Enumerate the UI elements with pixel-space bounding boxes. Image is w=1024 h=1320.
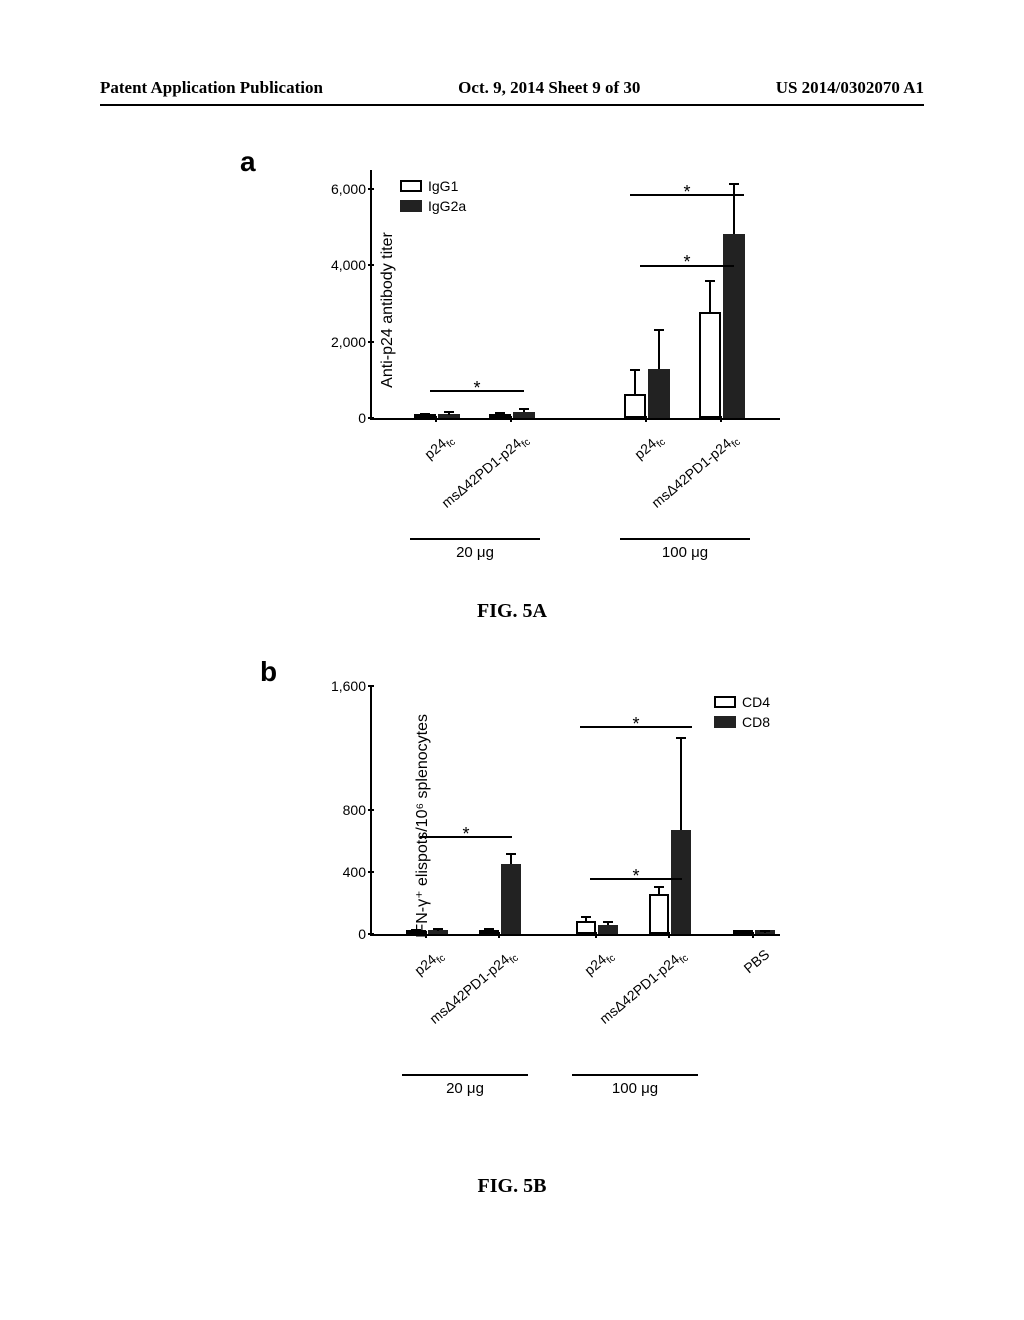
legend-swatch-open	[714, 696, 736, 708]
ytick-label: 0	[330, 410, 366, 426]
header-right: US 2014/0302070 A1	[776, 78, 924, 98]
legend-label-cd8: CD8	[742, 714, 770, 730]
ytick-label: 400	[330, 864, 366, 880]
significance-star: *	[632, 714, 639, 735]
ytick-label: 1,600	[330, 678, 366, 694]
page-header: Patent Application Publication Oct. 9, 2…	[100, 78, 924, 98]
bar	[576, 921, 596, 934]
legend-label-cd4: CD4	[742, 694, 770, 710]
chart-b-legend: CD4 CD8	[714, 694, 770, 730]
bar	[649, 894, 669, 934]
panel-b: b IFN-γ⁺ elispots/10⁶ splenocytes *** CD…	[200, 660, 820, 1150]
dose-label: 20 μg	[402, 1080, 528, 1097]
significance-star: *	[462, 824, 469, 845]
bar	[501, 864, 521, 934]
panel-a-label: a	[240, 146, 256, 178]
chart-a-legend: IgG1 IgG2a	[400, 178, 466, 214]
significance-star: *	[683, 252, 690, 273]
header-center: Oct. 9, 2014 Sheet 9 of 30	[458, 78, 640, 98]
header-left: Patent Application Publication	[100, 78, 323, 98]
bar	[648, 369, 670, 418]
ytick-label: 0	[330, 926, 366, 942]
fig-5a-caption: FIG. 5A	[0, 600, 1024, 623]
fig-5b-caption: FIG. 5B	[0, 1175, 1024, 1198]
significance-star: *	[473, 378, 480, 399]
bar	[438, 414, 460, 418]
legend-swatch-filled	[714, 716, 736, 728]
legend-swatch-filled	[400, 200, 422, 212]
dose-bracket	[572, 1074, 698, 1076]
dose-bracket	[402, 1074, 528, 1076]
dose-label: 20 μg	[410, 544, 540, 561]
ytick-label: 800	[330, 802, 366, 818]
panel-b-label: b	[260, 656, 277, 688]
significance-star: *	[683, 182, 690, 203]
header-rule	[100, 104, 924, 106]
bar	[671, 830, 691, 934]
dose-label: 100 μg	[620, 544, 750, 561]
chart-b: IFN-γ⁺ elispots/10⁶ splenocytes *** CD4 …	[320, 686, 780, 966]
ytick-label: 2,000	[330, 334, 366, 350]
significance-star: *	[632, 866, 639, 887]
legend-label-igg2a: IgG2a	[428, 198, 466, 214]
bar	[624, 394, 646, 418]
dose-label: 100 μg	[572, 1080, 698, 1097]
dose-bracket	[620, 538, 750, 540]
bar	[513, 412, 535, 418]
legend-swatch-open	[400, 180, 422, 192]
dose-bracket	[410, 538, 540, 540]
bar	[598, 925, 618, 934]
ytick-label: 6,000	[330, 181, 366, 197]
bar	[699, 312, 721, 418]
bar	[723, 234, 745, 418]
ytick-label: 4,000	[330, 257, 366, 273]
panel-a: a Anti-p24 antibody titer *** IgG1 IgG2a…	[200, 150, 820, 580]
legend-label-igg1: IgG1	[428, 178, 458, 194]
chart-a: Anti-p24 antibody titer *** IgG1 IgG2a 0…	[320, 170, 780, 450]
